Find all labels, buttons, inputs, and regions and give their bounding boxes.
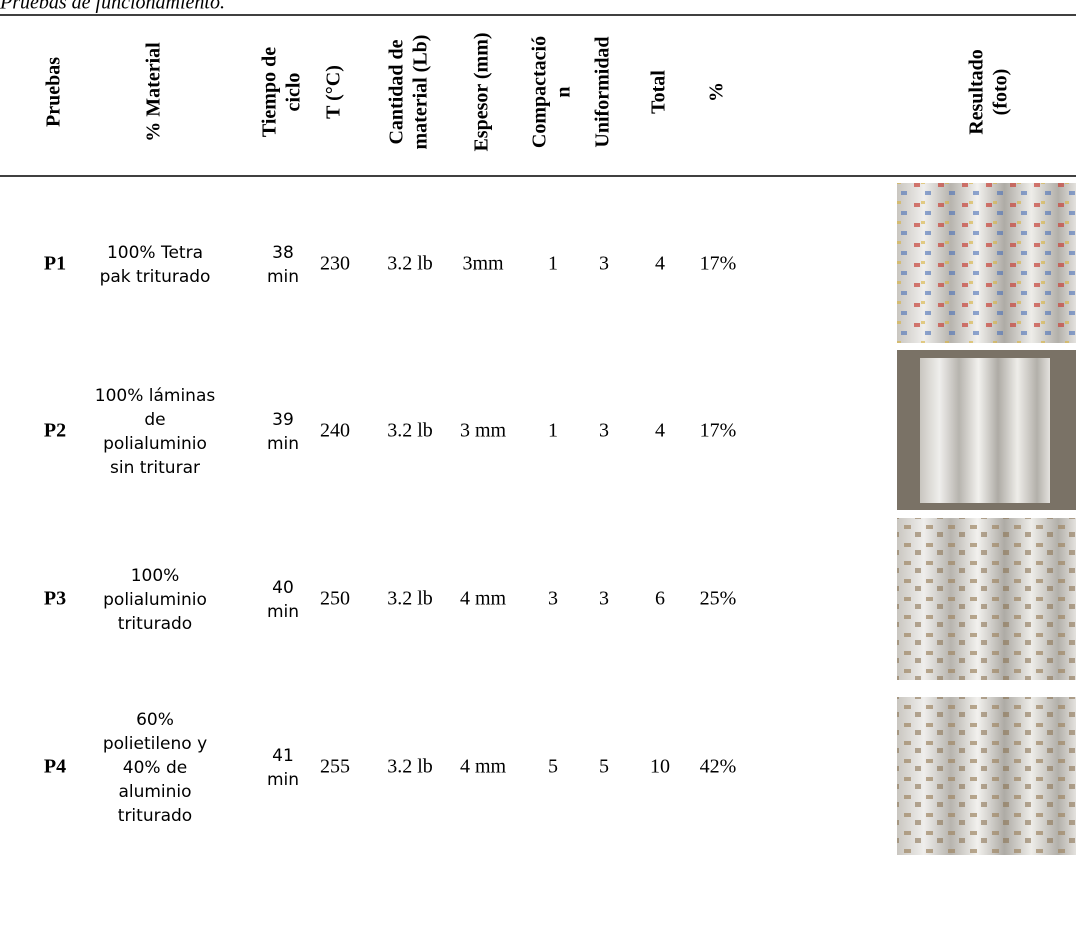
cell: aluminio [118, 782, 191, 802]
header-cell: Resultado [966, 49, 988, 135]
caption: Pruebas de funcionamiento. [0, 0, 225, 14]
cell: min [267, 602, 299, 622]
cell: 4 mm [460, 756, 507, 778]
cell: 17% [700, 420, 737, 442]
cell: polialuminio [103, 590, 207, 610]
cell: min [267, 770, 299, 790]
cell: 3.2 lb [387, 756, 433, 778]
cell: min [267, 434, 299, 454]
cell: 6 [655, 588, 665, 610]
header-cell: % Material [143, 42, 165, 142]
cell: 240 [320, 420, 350, 442]
cell: 100% [131, 566, 180, 586]
header-cell: (foto) [990, 69, 1012, 116]
cell: 3 mm [460, 420, 507, 442]
row-label: P4 [44, 756, 66, 778]
cell: 100% láminas [95, 386, 216, 406]
cell: 3 [548, 588, 558, 610]
header-cell: Cantidad de [386, 39, 408, 144]
photo [897, 697, 1076, 855]
cell: 230 [320, 253, 350, 275]
header-cell: Pruebas [43, 57, 65, 127]
header-cell: Total [648, 70, 670, 114]
cell: 40% de [123, 758, 187, 778]
header-cell: T (°C) [323, 65, 345, 119]
cell: polietileno y [103, 734, 207, 754]
header-cell: Compactació [529, 36, 551, 148]
header-cell: n [553, 86, 575, 97]
cell: 39 [272, 410, 294, 430]
cell: triturado [118, 806, 192, 826]
photo [897, 183, 1076, 343]
cell: 60% [136, 710, 174, 730]
cell: 42% [700, 756, 737, 778]
cell: polialuminio [103, 434, 207, 454]
header-cell: material (Lb) [410, 35, 432, 150]
cell: 5 [548, 756, 558, 778]
cell: 3 [599, 588, 609, 610]
row-label: P3 [44, 588, 66, 610]
cell: min [267, 267, 299, 287]
cell: 17% [700, 253, 737, 275]
cell: 3mm [462, 253, 504, 275]
cell: 4 [655, 420, 665, 442]
header-cell: Espesor (mm) [471, 32, 493, 151]
cell: triturado [118, 614, 192, 634]
header-cell: Tiempo de [259, 47, 281, 137]
row-label: P2 [44, 420, 66, 442]
cell: 3.2 lb [387, 588, 433, 610]
cell: 3 [599, 420, 609, 442]
cell: 1 [548, 253, 558, 275]
photo [897, 518, 1076, 680]
cell: 4 mm [460, 588, 507, 610]
header-cell: Uniformidad [592, 36, 614, 147]
cell: de [144, 410, 165, 430]
cell: 10 [650, 756, 670, 778]
header-cell: % [706, 82, 728, 102]
cell: 1 [548, 420, 558, 442]
cell: 250 [320, 588, 350, 610]
cell: 38 [272, 243, 294, 263]
cell: 3 [599, 253, 609, 275]
cell: 3.2 lb [387, 420, 433, 442]
cell: 40 [272, 578, 294, 598]
row-label: P1 [44, 253, 66, 275]
cell: 41 [272, 746, 294, 766]
cell: 5 [599, 756, 609, 778]
cell: sin triturar [110, 458, 200, 478]
cell: pak triturado [100, 267, 211, 287]
cell: 100% Tetra [107, 243, 203, 263]
cell: 4 [655, 253, 665, 275]
cell: 3.2 lb [387, 253, 433, 275]
header-cell: ciclo [283, 73, 305, 112]
cell: 25% [700, 588, 737, 610]
cell: 255 [320, 756, 350, 778]
photo [897, 350, 1076, 510]
